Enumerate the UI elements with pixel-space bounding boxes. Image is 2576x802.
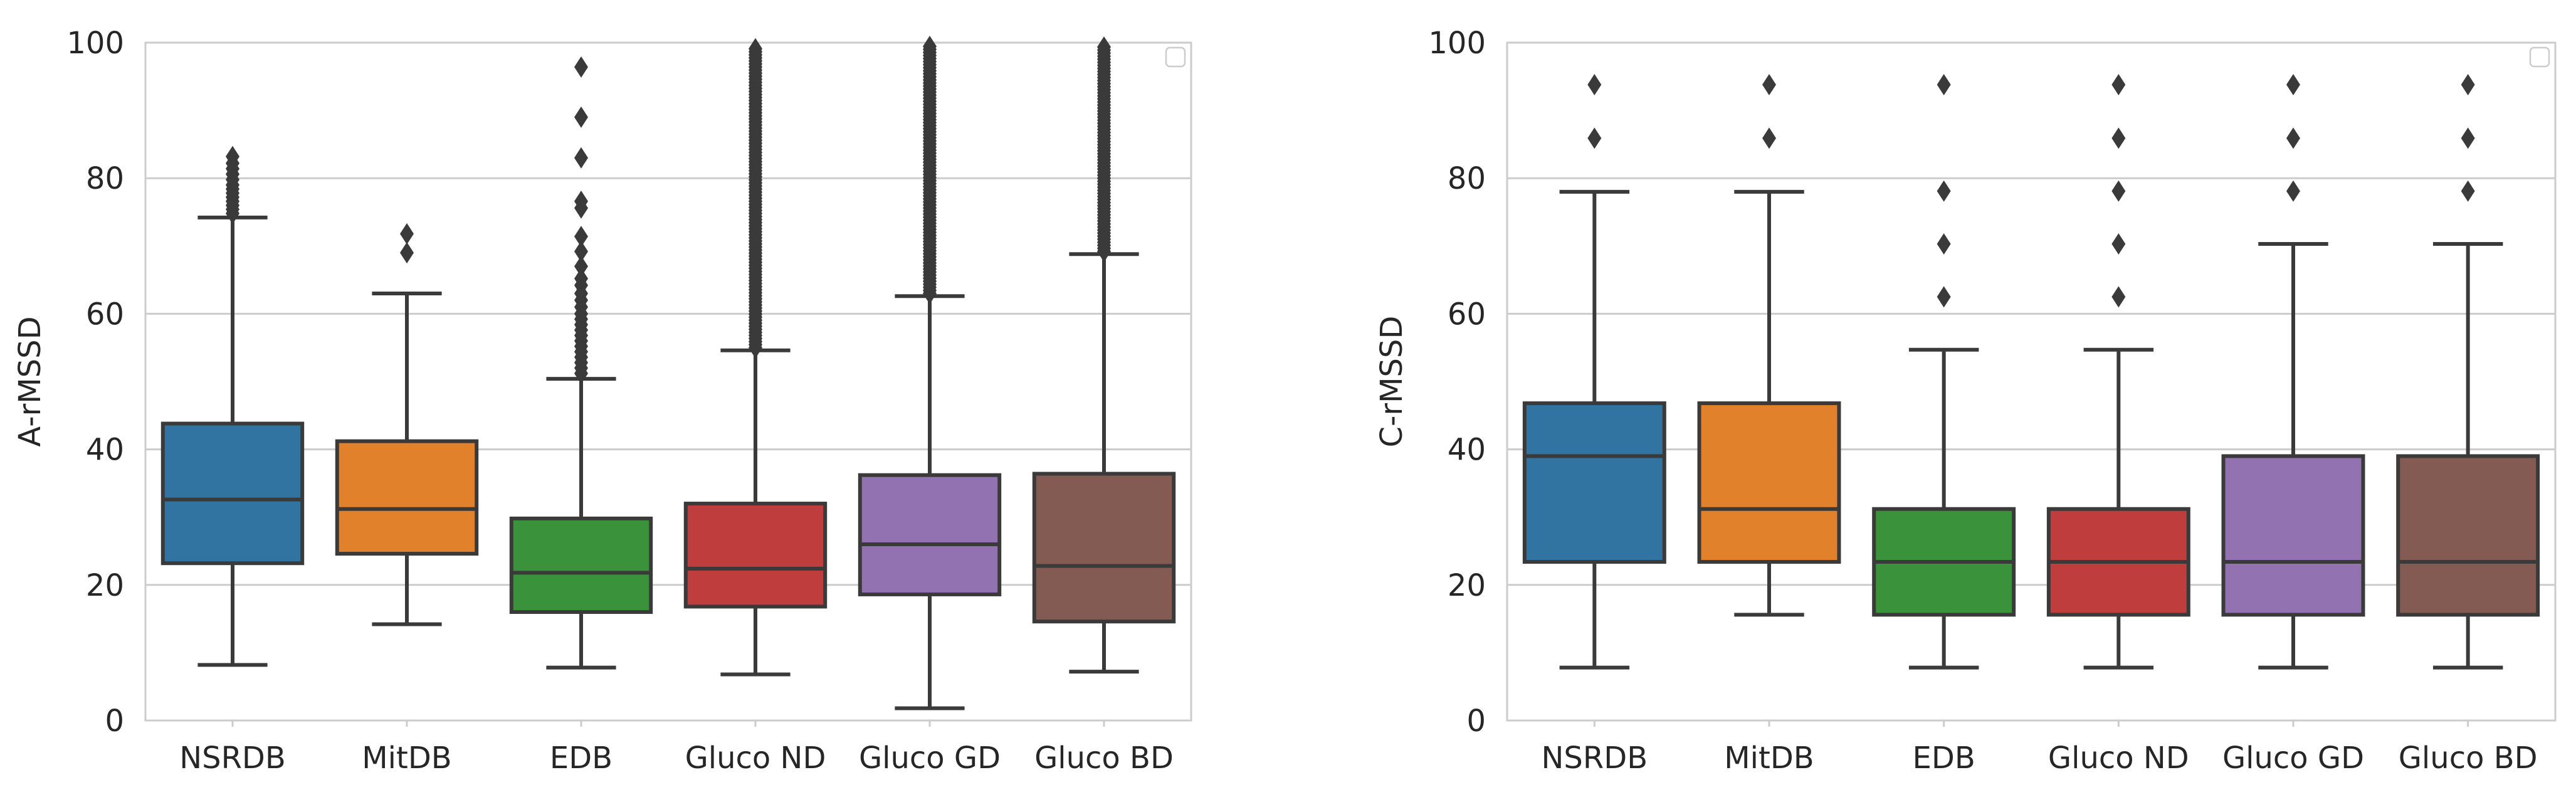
box-gluco-bd [1032, 36, 1176, 674]
x-tick-label: Gluco ND [2048, 741, 2189, 776]
outlier-point [2111, 233, 2126, 255]
outlier-point [1587, 74, 1602, 96]
outlier-point [1762, 74, 1776, 96]
x-tick-label: NSRDB [179, 741, 286, 776]
plot-area [144, 41, 1192, 722]
x-tick-label: EDB [1913, 741, 1975, 776]
outlier-point [2111, 180, 2126, 202]
x-tick-label: Gluco ND [685, 741, 826, 776]
legend-box [2529, 46, 2550, 68]
chart-panel-1: 0 20 40 60 80 100 A-rMSSD NSRDB MitDB EDB Gluco ND… [13, 26, 1192, 776]
outlier-point [400, 242, 414, 264]
x-tick-label: Gluco BD [1034, 741, 1174, 776]
outlier-point [2461, 127, 2475, 149]
x-tick-label: MitDB [1724, 741, 1814, 776]
y-tick-label: 80 [1448, 161, 1486, 196]
outlier-point [2111, 74, 2126, 96]
outlier-point [2461, 180, 2475, 202]
iqr-box [335, 439, 479, 556]
outlier-point [1937, 286, 1951, 308]
iqr-box [2396, 454, 2540, 617]
box-mitdb [335, 223, 479, 626]
x-tick-label: Gluco BD [2399, 741, 2538, 776]
outlier-point [923, 35, 937, 57]
outlier-point [574, 147, 588, 169]
legend-box [1165, 46, 1186, 68]
outlier-point [1762, 127, 1776, 149]
outlier-point [574, 190, 588, 212]
outlier-point [1587, 127, 1602, 149]
y-tick-label: 100 [66, 26, 124, 61]
x-tick-label: Gluco GD [859, 741, 1001, 776]
box-nsrdb [160, 145, 305, 667]
outlier-point [2111, 127, 2126, 149]
y-tick-label: 40 [1448, 433, 1486, 468]
outlier-point [574, 226, 588, 248]
y-tick-label: 40 [86, 433, 124, 468]
outlier-point [1097, 36, 1111, 58]
y-tick-label: 0 [1466, 704, 1486, 739]
outlier-point [749, 38, 762, 60]
iqr-box [2221, 454, 2365, 617]
box-nsrdb [1522, 74, 1666, 670]
outlier-point [400, 223, 414, 245]
iqr-box [683, 502, 828, 609]
outlier-point [1937, 74, 1951, 96]
x-tick-label: MitDB [362, 741, 451, 776]
outlier-point [574, 106, 588, 128]
outlier-point [1937, 233, 1951, 255]
outlier-point [574, 56, 588, 78]
outlier-point [226, 145, 239, 167]
y-axis-label: A-rMSSD [13, 316, 48, 446]
box-edb [509, 56, 653, 670]
outlier-point [574, 255, 588, 277]
x-tick-label: Gluco GD [2222, 741, 2364, 776]
box-gluco-bd [2396, 74, 2540, 670]
outlier-point [2286, 180, 2300, 202]
box-gluco-gd [858, 35, 1002, 710]
outlier-point [574, 240, 588, 262]
outlier-point [2111, 286, 2126, 308]
iqr-box [1522, 401, 1666, 564]
y-tick-label: 60 [86, 297, 124, 332]
y-tick-label: 80 [86, 161, 124, 196]
box-mitdb [1697, 74, 1841, 617]
plot-area [1506, 41, 2557, 722]
iqr-box [160, 421, 305, 566]
y-tick-label: 20 [86, 568, 124, 603]
y-tick-label: 20 [1448, 568, 1486, 603]
y-axis-label: C-rMSSD [1374, 316, 1409, 448]
outlier-point [2286, 127, 2300, 149]
box-edb [1872, 74, 2016, 670]
box-gluco-nd [2046, 74, 2190, 670]
outlier-point [574, 268, 588, 290]
x-tick-label: EDB [550, 741, 612, 776]
outlier-point [1937, 180, 1951, 202]
x-tick-label: NSRDB [1542, 741, 1648, 776]
outlier-point [2461, 74, 2475, 96]
box-gluco-nd [683, 38, 828, 677]
chart-panel-2: 0 20 40 60 80 100 C-rMSSD NSRDB MitDB EDB Gluco ND… [1374, 26, 2557, 776]
iqr-box [1032, 472, 1176, 624]
box-gluco-gd [2221, 74, 2365, 670]
iqr-box [1697, 401, 1841, 564]
y-tick-label: 0 [105, 704, 124, 739]
y-tick-label: 60 [1448, 297, 1486, 332]
iqr-box [509, 516, 653, 615]
iqr-box [858, 473, 1002, 596]
outlier-point [2286, 74, 2300, 96]
y-tick-label: 100 [1428, 26, 1486, 61]
